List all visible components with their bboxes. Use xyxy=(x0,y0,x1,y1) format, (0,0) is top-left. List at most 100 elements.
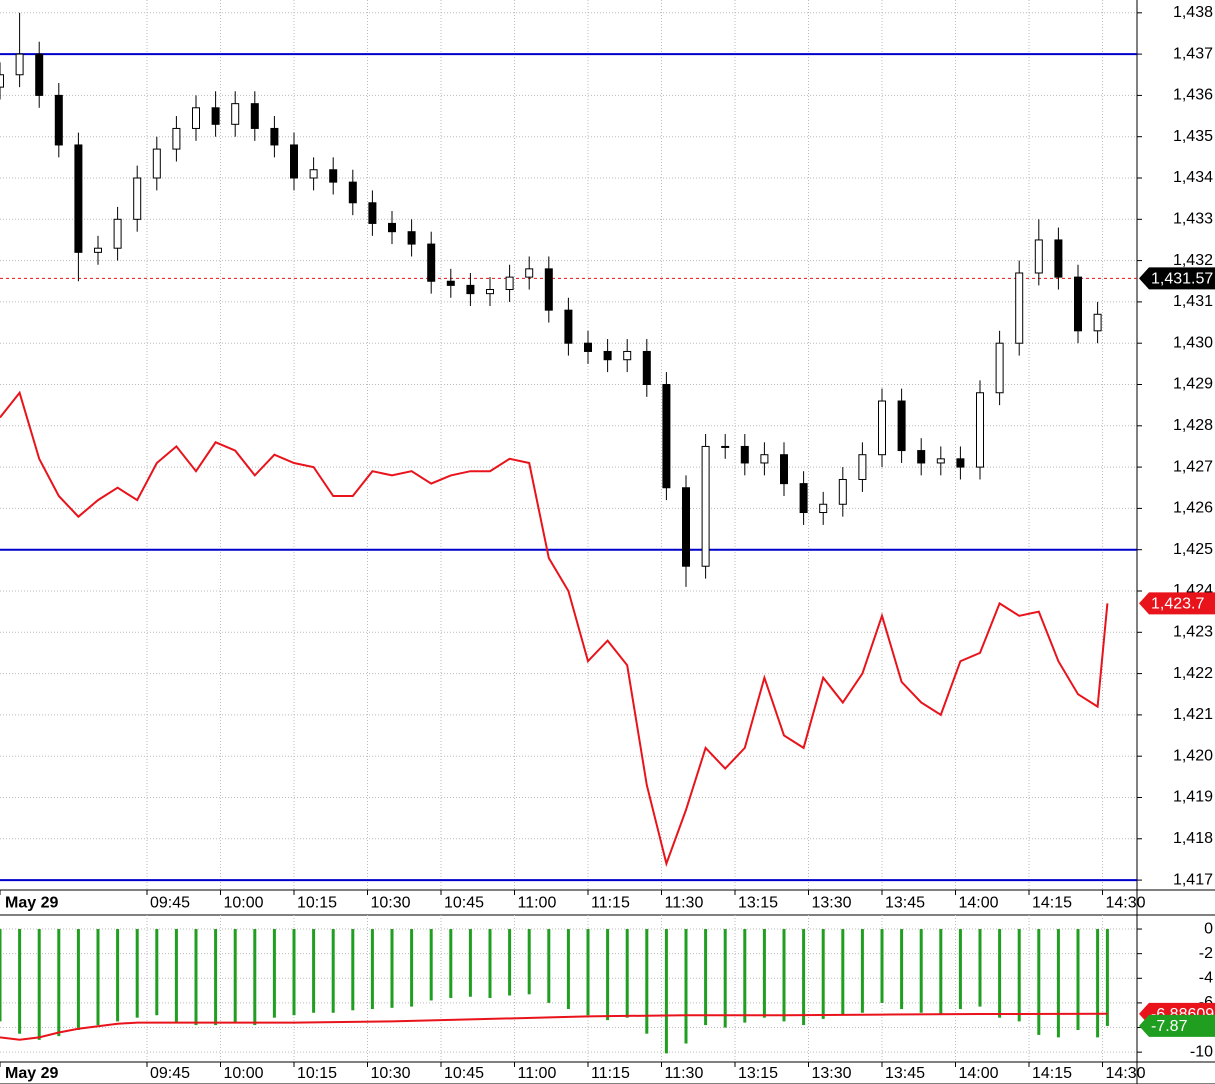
bar xyxy=(194,929,198,1026)
bar xyxy=(1017,929,1021,1022)
candle-body xyxy=(740,445,749,464)
candle-body xyxy=(956,458,965,468)
bar xyxy=(1056,929,1060,1038)
candle-body xyxy=(838,478,847,505)
price-tag-label: 1,423.7 xyxy=(1151,596,1204,613)
bar xyxy=(390,929,394,1008)
y-tick-label: 1,420 xyxy=(1173,747,1213,764)
y-tick-label: 0 xyxy=(1204,920,1213,937)
bar xyxy=(370,929,374,1010)
bar xyxy=(547,929,551,1003)
candle-body xyxy=(564,309,573,344)
bar xyxy=(312,929,316,1013)
x-tick-label: 11:00 xyxy=(518,1065,557,1082)
price-tag-label: -7.87 xyxy=(1151,1018,1188,1035)
candle-body xyxy=(113,218,122,249)
y-tick-label: 1,429 xyxy=(1173,376,1213,393)
candle-body xyxy=(662,383,671,489)
candle-body xyxy=(270,127,279,146)
x-tick-label: 09:45 xyxy=(150,895,190,912)
x-tick-label: 09:45 xyxy=(150,1065,190,1082)
candle-body xyxy=(760,454,769,464)
price-tag xyxy=(1139,267,1215,290)
x-tick-label: 14:30 xyxy=(1106,1065,1146,1082)
x-tick-label: May 29 xyxy=(5,1065,58,1082)
candle-body xyxy=(858,454,867,480)
y-tick-label: -10 xyxy=(1190,1043,1213,1060)
bar xyxy=(0,929,2,1022)
x-tick-label: 14:00 xyxy=(959,895,999,912)
bar xyxy=(488,929,492,998)
candle-body xyxy=(780,454,789,485)
x-tick-label: 10:45 xyxy=(444,1065,484,1082)
candle-body xyxy=(0,74,4,88)
y-tick-label: 1,421 xyxy=(1173,706,1213,723)
candle-body xyxy=(192,107,201,129)
y-tick-label: 1,418 xyxy=(1173,830,1213,847)
candle-body xyxy=(1093,313,1102,332)
y-tick-label: 1,432 xyxy=(1173,252,1213,269)
candle-body xyxy=(133,177,142,220)
candle-body xyxy=(348,181,357,204)
price-tag-label: 1,431.57 xyxy=(1151,271,1213,288)
candle-body xyxy=(15,53,24,76)
bar xyxy=(762,929,766,1018)
bar xyxy=(625,929,629,1018)
x-tick-label: 14:00 xyxy=(959,1065,999,1082)
bar xyxy=(566,929,570,1010)
x-tick-label: 11:30 xyxy=(665,1065,704,1082)
bar xyxy=(958,929,962,1010)
x-tick-label: 13:45 xyxy=(885,895,925,912)
candle-body xyxy=(701,445,710,567)
bar xyxy=(664,929,668,1054)
x-tick-label: 13:15 xyxy=(738,895,778,912)
candle-body xyxy=(917,450,926,464)
bar xyxy=(135,929,139,1018)
bar xyxy=(76,929,80,1030)
candle-body xyxy=(878,400,887,456)
candle-body xyxy=(54,94,63,146)
y-tick-label: 1,425 xyxy=(1173,541,1213,558)
y-tick-label: 1,423 xyxy=(1173,624,1213,641)
x-tick-label: 10:15 xyxy=(297,1065,337,1082)
y-tick-label: 1,428 xyxy=(1173,417,1213,434)
candle-body xyxy=(250,103,259,129)
candle-body xyxy=(1054,239,1063,278)
candle-body xyxy=(309,169,318,179)
candle-body xyxy=(721,445,730,448)
x-tick-label: 13:45 xyxy=(885,1065,925,1082)
bar xyxy=(96,929,100,1026)
bar xyxy=(723,929,727,1028)
candle-body xyxy=(1034,239,1043,274)
y-tick-label: 1,430 xyxy=(1173,334,1213,351)
x-tick-label: May 29 xyxy=(5,895,58,912)
bar xyxy=(919,929,923,1013)
x-tick-label: 13:30 xyxy=(812,1065,852,1082)
bar xyxy=(1096,929,1100,1038)
y-tick-label: 1,417 xyxy=(1173,871,1213,888)
bar xyxy=(606,929,610,1021)
y-tick-label: 1,422 xyxy=(1173,665,1213,682)
x-tick-label: 14:15 xyxy=(1032,895,1072,912)
bar xyxy=(508,929,512,996)
candle-body xyxy=(427,243,436,282)
candle-body xyxy=(231,103,240,125)
x-tick-label: 14:15 xyxy=(1032,1065,1072,1082)
bar xyxy=(410,929,414,1007)
bar xyxy=(939,929,943,1014)
candle-body xyxy=(290,144,299,179)
x-tick-label: 10:15 xyxy=(297,895,337,912)
x-tick-label: 10:30 xyxy=(371,895,411,912)
signal-line xyxy=(0,1012,1108,1041)
bar xyxy=(1037,929,1041,1035)
bar xyxy=(684,929,688,1044)
candle-body xyxy=(1015,272,1024,344)
candle-body xyxy=(388,222,397,233)
candle-body xyxy=(799,483,808,514)
y-tick-label: -2 xyxy=(1199,945,1213,962)
candle-body xyxy=(505,276,514,291)
y-tick-label: 1,419 xyxy=(1173,789,1213,806)
bar xyxy=(253,929,257,1026)
